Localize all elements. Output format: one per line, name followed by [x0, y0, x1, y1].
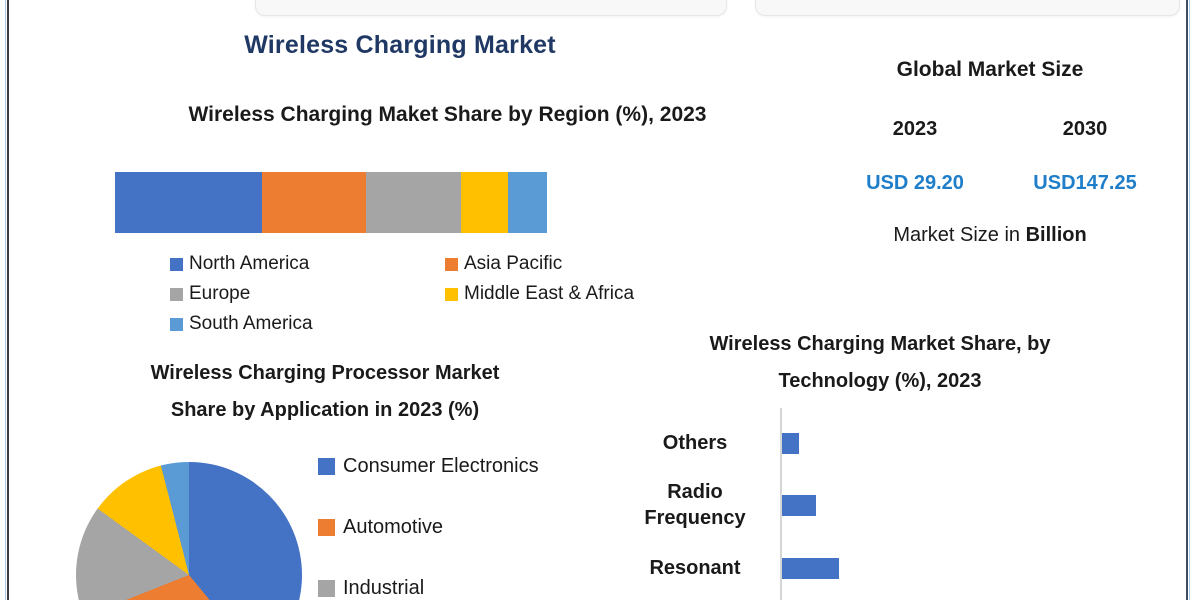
frame-border-left-outer — [5, 0, 6, 600]
application-pie-chart — [76, 462, 302, 600]
market-size-value-2030: USD147.25 — [1033, 172, 1137, 194]
legend-label: Consumer Electronics — [343, 455, 539, 477]
technology-bar — [782, 494, 817, 516]
top-card-left — [255, 0, 727, 16]
market-size-years: 2023 2030 — [830, 118, 1170, 141]
legend-item: Industrial — [318, 577, 539, 600]
technology-category-label: Radio Frequency — [644, 481, 746, 529]
legend-label: South America — [189, 313, 313, 334]
technology-chart-title-line1: Wireless Charging Market Share, by — [709, 333, 1051, 355]
application-chart-title-line1: Wireless Charging Processor Market — [150, 362, 500, 384]
region-stacked-bar — [115, 172, 547, 233]
technology-bar-row: Others — [620, 417, 940, 469]
market-size-caption: Market Size in Billion — [850, 224, 1130, 247]
legend-item: North America — [170, 253, 445, 275]
legend-item: Europe — [170, 283, 445, 305]
market-size-caption-text: Market Size in — [893, 224, 1026, 246]
legend-swatch-icon — [170, 257, 183, 271]
region-chart-title: Wireless Charging Maket Share by Region … — [188, 103, 707, 126]
frame-border-right — [1186, 0, 1188, 600]
legend-label: Middle East & Africa — [464, 283, 635, 304]
technology-bar-row: Radio Frequency — [620, 479, 940, 531]
legend-label: Asia Pacific — [464, 253, 563, 274]
legend-label: Europe — [189, 283, 251, 304]
legend-label: North America — [189, 253, 310, 274]
technology-category-label: Resonant — [649, 557, 741, 579]
market-size-value-2023: USD 29.20 — [866, 172, 964, 194]
legend-swatch-icon — [318, 458, 335, 475]
region-bar-segment — [115, 172, 262, 233]
frame-border-left — [7, 0, 9, 600]
technology-chart-axis — [780, 408, 782, 600]
technology-category-label: Others — [662, 432, 728, 454]
legend-item: South America — [170, 313, 445, 335]
market-size-title: Global Market Size — [896, 58, 1084, 81]
legend-item: Asia Pacific — [445, 253, 670, 275]
technology-bar-row: Resonant — [620, 542, 940, 594]
technology-chart-title-line2: Technology (%), 2023 — [778, 370, 982, 392]
market-size-caption-unit: Billion — [1025, 224, 1087, 246]
page-title: Wireless Charging Market — [244, 31, 556, 59]
legend-label: Automotive — [343, 516, 444, 538]
application-chart-legend: Consumer Electronics Automotive Industrial — [318, 455, 539, 600]
legend-swatch-icon — [170, 287, 183, 301]
technology-chart-title: Wireless Charging Market Share, by Techn… — [700, 326, 1060, 400]
market-size-year-2030: 2030 — [1062, 118, 1108, 140]
market-size-values: USD 29.20 USD147.25 — [830, 172, 1170, 195]
region-bar-segment — [261, 172, 366, 233]
region-bar-segment — [365, 172, 461, 233]
frame-border-right-outer — [1189, 0, 1190, 600]
market-size-year-2023: 2023 — [892, 118, 938, 140]
region-bar-segment — [460, 172, 509, 233]
legend-swatch-icon — [445, 287, 458, 301]
technology-bar — [782, 432, 800, 454]
application-chart-title: Wireless Charging Processor Market Share… — [105, 355, 545, 429]
top-card-right — [755, 0, 1180, 16]
region-bar-segment — [508, 172, 547, 233]
region-chart-legend: North America Asia Pacific Europe Middle Ea… — [170, 253, 670, 335]
legend-swatch-icon — [170, 317, 183, 331]
legend-swatch-icon — [318, 580, 335, 597]
legend-label: Industrial — [343, 577, 425, 599]
legend-swatch-icon — [318, 519, 335, 536]
legend-item: Middle East & Africa — [445, 283, 670, 305]
technology-bar — [782, 557, 839, 579]
legend-item: Automotive — [318, 516, 539, 539]
legend-item: Consumer Electronics — [318, 455, 539, 478]
legend-swatch-icon — [445, 257, 458, 271]
application-chart-title-line2: Share by Application in 2023 (%) — [170, 399, 480, 421]
